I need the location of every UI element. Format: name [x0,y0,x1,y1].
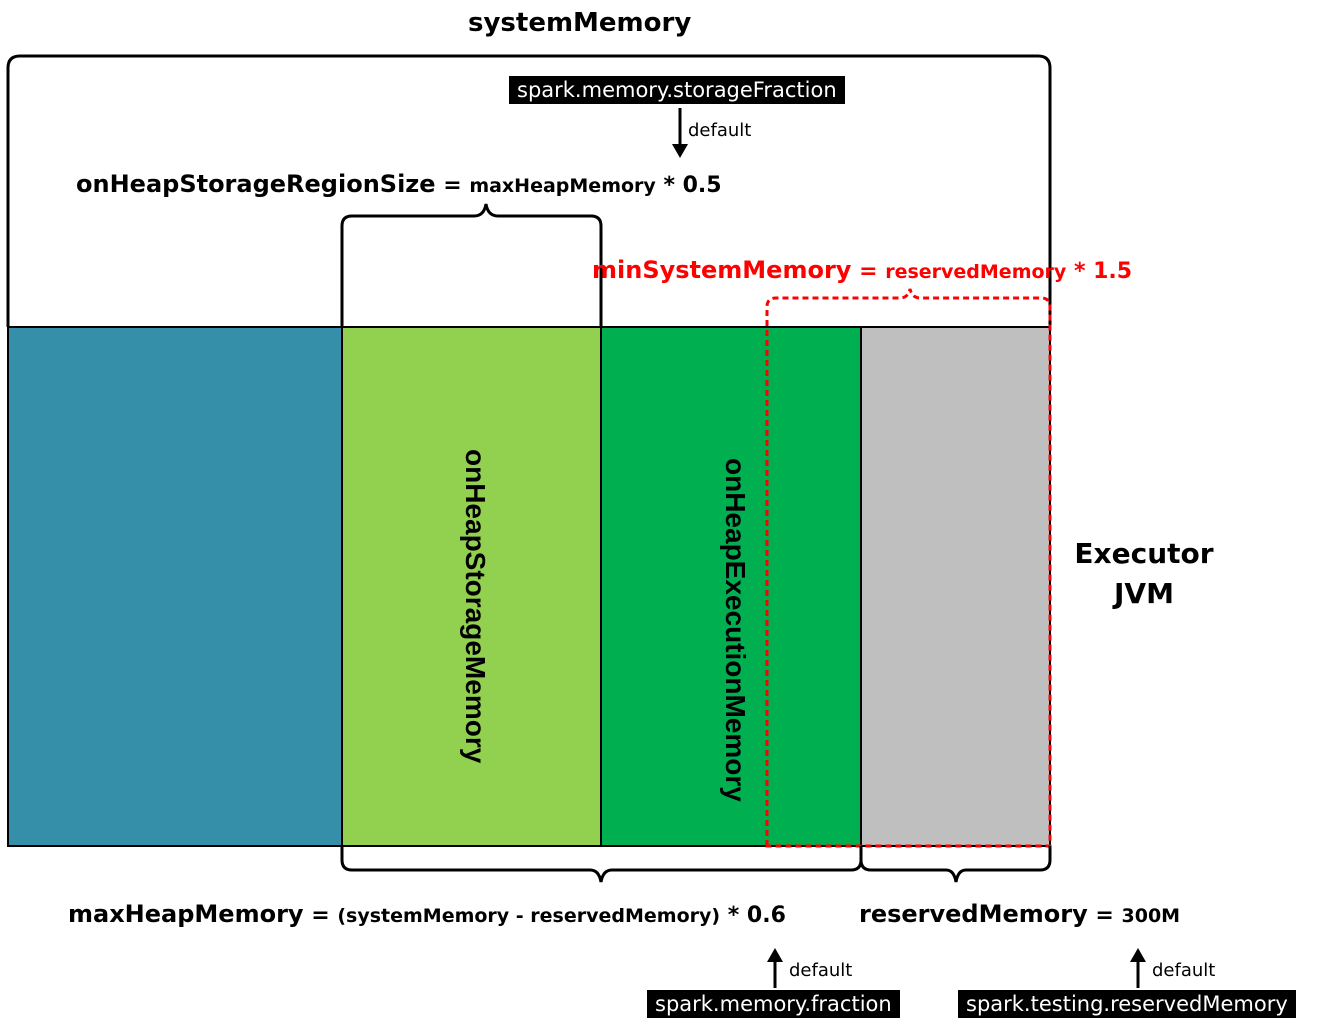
arrow-up-icon [1130,948,1146,962]
formula-eq: = [1087,903,1122,928]
system-memory-bracket [6,54,1052,327]
testing-reserved-default: default [1152,960,1216,981]
executor-jvm-label: Executor JVM [1072,534,1216,614]
execution-memory-label: onHeapExecutionMemory [720,458,751,802]
min-system-memory-formula: minSystemMemory = reservedMemory * 1.5 [592,256,1132,284]
formula-op: * 0.6 [720,903,786,928]
formula-lhs: minSystemMemory [592,256,852,284]
min-system-memory-outline [765,288,1052,848]
formula-op: * 1.5 [1066,259,1133,284]
formula-rhs: 300M [1121,905,1181,927]
storage-region-formula: onHeapStorageRegionSize = maxHeapMemory … [76,170,722,198]
formula-lhs: maxHeapMemory [68,900,304,928]
formula-eq: = [851,259,886,284]
execution-memory-region [600,326,862,847]
memory-fraction-default: default [789,960,853,981]
storage-memory-region [341,326,602,847]
formula-eq: = [303,903,338,928]
arrow-down-icon [672,144,688,158]
storage-fraction-default: default [688,120,752,141]
reserved-memory-region [860,326,1051,847]
system-memory-label: systemMemory [468,8,692,38]
memory-fraction-tag: spark.memory.fraction [647,990,900,1018]
storage-fraction-tag: spark.memory.storageFraction [509,76,845,104]
storage-memory-label: onHeapStorageMemory [460,449,491,764]
formula-eq: = [435,173,470,198]
formula-op: * 0.5 [655,173,722,198]
testing-reserved-tag: spark.testing.reservedMemory [958,990,1296,1018]
formula-rhs: maxHeapMemory [469,175,656,197]
jvm-line: JVM [1114,577,1174,610]
arrow-up-icon [767,948,783,962]
formula-lhs: onHeapStorageRegionSize [76,170,436,198]
max-heap-brace [340,846,863,883]
executor-line: Executor [1074,537,1214,570]
max-heap-formula: maxHeapMemory = (systemMemory - reserved… [68,900,786,928]
user-memory-region [7,326,343,847]
formula-rhs: (systemMemory - reservedMemory) [337,905,721,927]
formula-rhs: reservedMemory [885,261,1067,283]
formula-lhs: reservedMemory [859,900,1088,928]
reserved-memory-formula: reservedMemory = 300M [859,900,1180,928]
storage-region-brace [340,203,603,327]
reserved-brace [859,846,1052,883]
